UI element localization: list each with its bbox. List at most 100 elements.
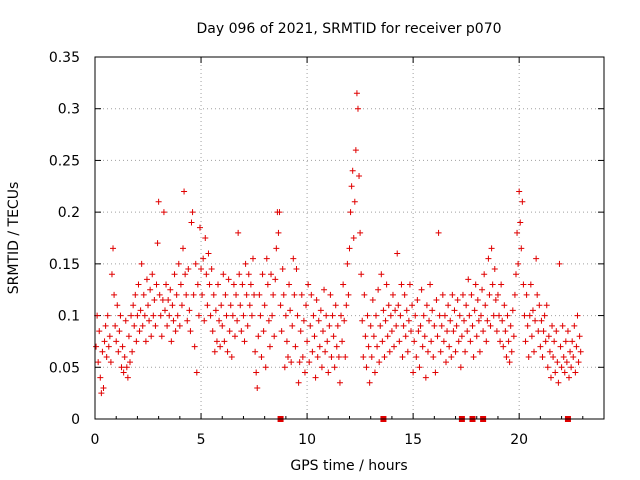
data-point xyxy=(220,271,227,278)
data-point xyxy=(175,260,182,267)
data-point xyxy=(93,343,100,350)
data-point xyxy=(485,255,492,262)
data-point xyxy=(433,297,440,304)
data-point xyxy=(391,343,398,350)
chart-title: Day 096 of 2021, SRMTID for receiver p07… xyxy=(196,21,501,37)
data-point xyxy=(412,312,419,319)
data-points xyxy=(93,90,584,397)
data-point xyxy=(427,281,434,288)
data-point xyxy=(370,333,377,340)
data-point xyxy=(289,322,296,329)
data-point xyxy=(241,338,248,345)
data-point xyxy=(245,271,252,278)
data-point xyxy=(371,369,378,376)
data-point xyxy=(153,281,160,288)
data-point xyxy=(431,322,438,329)
data-point xyxy=(266,343,273,350)
data-point xyxy=(203,271,210,278)
data-point xyxy=(310,312,317,319)
data-point xyxy=(377,322,384,329)
data-point xyxy=(483,338,490,345)
data-point xyxy=(239,281,246,288)
data-point xyxy=(352,147,359,154)
data-point xyxy=(512,271,519,278)
data-point xyxy=(413,353,420,360)
data-point xyxy=(131,322,138,329)
data-point xyxy=(479,286,486,293)
data-point xyxy=(450,328,457,335)
data-point xyxy=(453,322,460,329)
data-point xyxy=(496,312,503,319)
data-point xyxy=(486,291,493,298)
data-point xyxy=(111,291,118,298)
data-point xyxy=(366,379,373,386)
data-point xyxy=(389,291,396,298)
data-point xyxy=(159,297,166,304)
data-point xyxy=(574,312,581,319)
data-point xyxy=(540,328,547,335)
data-point xyxy=(237,302,244,309)
data-point xyxy=(402,333,409,340)
data-point xyxy=(499,317,506,324)
data-point xyxy=(505,338,512,345)
data-point xyxy=(279,266,286,273)
data-point xyxy=(126,359,133,366)
data-point xyxy=(142,338,149,345)
data-point xyxy=(550,353,557,360)
data-point xyxy=(458,333,465,340)
data-point xyxy=(287,307,294,314)
data-point xyxy=(561,369,568,376)
data-point xyxy=(167,286,174,293)
data-point xyxy=(344,260,351,267)
data-point xyxy=(211,348,218,355)
data-point xyxy=(236,271,243,278)
data-point xyxy=(398,281,405,288)
data-point xyxy=(557,343,564,350)
data-point xyxy=(511,291,518,298)
data-point xyxy=(573,343,580,350)
data-point xyxy=(172,328,179,335)
data-point xyxy=(238,328,245,335)
data-point xyxy=(331,364,338,371)
data-point xyxy=(280,291,287,298)
data-point xyxy=(275,229,282,236)
data-point xyxy=(98,390,105,397)
data-point xyxy=(543,302,550,309)
data-point xyxy=(426,317,433,324)
data-point xyxy=(351,198,358,205)
data-point xyxy=(188,219,195,226)
data-point xyxy=(313,297,320,304)
data-point xyxy=(324,338,331,345)
data-point xyxy=(410,369,417,376)
data-point xyxy=(494,291,501,298)
data-point xyxy=(357,229,364,236)
data-point xyxy=(269,312,276,319)
data-point xyxy=(328,353,335,360)
data-point xyxy=(422,374,429,381)
data-point xyxy=(467,338,474,345)
data-point xyxy=(520,281,527,288)
data-point xyxy=(330,333,337,340)
data-point xyxy=(341,317,348,324)
data-point xyxy=(134,312,141,319)
data-point xyxy=(480,328,487,335)
y-tick-label: 0 xyxy=(71,412,80,428)
data-point xyxy=(262,364,269,371)
data-point xyxy=(404,348,411,355)
data-point xyxy=(246,302,253,309)
data-point xyxy=(375,286,382,293)
data-point xyxy=(247,281,254,288)
data-point xyxy=(519,198,526,205)
data-point xyxy=(223,312,230,319)
data-point xyxy=(465,276,472,283)
data-point xyxy=(303,302,310,309)
data-point xyxy=(571,322,578,329)
data-point xyxy=(577,348,584,355)
data-point xyxy=(168,338,175,345)
data-point xyxy=(463,302,470,309)
data-point xyxy=(360,353,367,360)
data-point xyxy=(231,333,238,340)
data-point xyxy=(228,353,235,360)
data-point xyxy=(545,333,552,340)
data-point xyxy=(386,348,393,355)
